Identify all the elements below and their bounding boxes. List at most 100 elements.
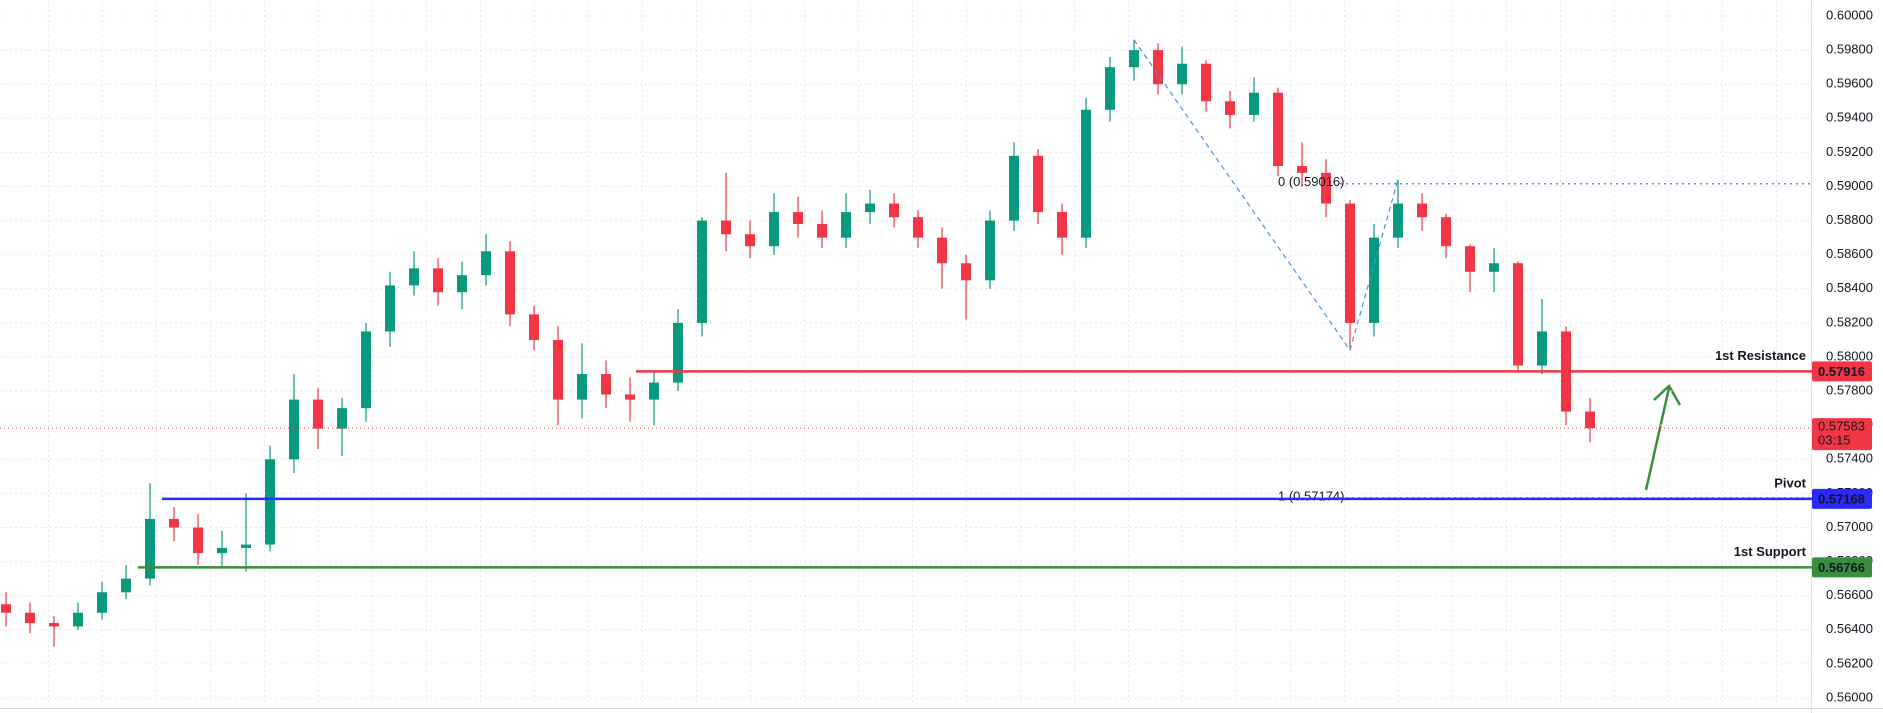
candle-body: [1513, 263, 1523, 366]
fib-trend-line: [1133, 39, 1399, 352]
candle-body: [193, 527, 203, 554]
candle-body: [649, 382, 659, 400]
candle-body: [457, 275, 467, 293]
level-value: 0.57916: [1818, 364, 1865, 379]
candle-body: [1009, 155, 1019, 221]
candle-body: [265, 459, 275, 545]
candle-body: [217, 547, 227, 554]
candle-body: [1273, 92, 1283, 167]
level-value: 0.56766: [1818, 560, 1865, 575]
y-tick-label: 0.56400: [1826, 621, 1873, 636]
candle-body: [1225, 101, 1235, 115]
candle-body: [1441, 217, 1451, 247]
candle-body: [1321, 172, 1331, 204]
candle-body: [49, 622, 59, 627]
level-badge: [1812, 557, 1872, 578]
y-tick-label: 0.59600: [1826, 76, 1873, 91]
candle-body: [241, 544, 251, 548]
candle-body: [433, 268, 443, 293]
y-tick-label: 0.60000: [1826, 7, 1873, 22]
candle-body: [73, 612, 83, 627]
candle-body: [793, 212, 803, 225]
y-tick-label: 0.58800: [1826, 212, 1873, 227]
candle-body: [1393, 203, 1403, 238]
candle-body: [1201, 63, 1211, 102]
candle-body: [529, 314, 539, 340]
candle-body: [1369, 237, 1379, 323]
candle-body: [985, 220, 995, 281]
y-tick-label: 0.57400: [1826, 451, 1873, 466]
candle-body: [505, 251, 515, 315]
candle-body: [289, 399, 299, 460]
candle-body: [121, 578, 131, 593]
last-price-label: 0.57583: [1818, 419, 1865, 434]
y-tick-label: 0.57000: [1826, 519, 1873, 534]
candle-body: [889, 203, 899, 218]
candle-body: [313, 399, 323, 429]
level-badge: [1812, 488, 1872, 509]
y-tick-label: 0.58000: [1826, 348, 1873, 363]
arrow: [1644, 384, 1682, 491]
candle-body: [745, 234, 755, 247]
candle-body: [1033, 155, 1043, 213]
candle-body: [1489, 263, 1499, 272]
y-tick-label: 0.58600: [1826, 246, 1873, 261]
y-tick-label: 0.59000: [1826, 178, 1873, 193]
y-tick-label: 0.57800: [1826, 383, 1873, 398]
candle-body: [1345, 203, 1355, 323]
y-tick-label: 0.59800: [1826, 42, 1873, 57]
candle-body: [913, 217, 923, 238]
level-value: 0.57168: [1818, 491, 1865, 506]
candle-body: [1417, 203, 1427, 218]
candle-body: [409, 268, 419, 286]
candle-body: [1465, 246, 1475, 272]
candle-body: [721, 220, 731, 235]
candle-body: [553, 339, 563, 400]
candle-body: [145, 518, 155, 579]
candle-body: [841, 212, 851, 238]
candle-body: [1177, 63, 1187, 85]
y-tick-label: 0.58200: [1826, 314, 1873, 329]
candle-body: [961, 263, 971, 281]
candle-body: [1057, 212, 1067, 238]
level-name: Pivot: [1774, 475, 1806, 490]
candle-body: [1249, 92, 1259, 115]
level-name: 1st Support: [1734, 544, 1807, 559]
candle-body: [1105, 67, 1115, 110]
y-tick-label: 0.56200: [1826, 655, 1873, 670]
candle-body: [817, 224, 827, 238]
y-tick-label: 0.56000: [1826, 689, 1873, 704]
y-tick-label: 0.56600: [1826, 587, 1873, 602]
candle-body: [673, 322, 683, 383]
fib-level-label: 0 (0.59016): [1278, 174, 1345, 189]
candle-body: [1, 604, 11, 613]
candle-body: [481, 251, 491, 276]
candle-body: [769, 212, 779, 247]
y-tick-label: 0.59400: [1826, 110, 1873, 125]
candle-body: [865, 203, 875, 213]
candle-body: [385, 285, 395, 332]
fib-level-label: 1 (0.57174): [1278, 488, 1345, 503]
candle-body: [25, 612, 35, 623]
candle-body: [1129, 50, 1139, 68]
countdown-label: 03:15: [1818, 433, 1851, 448]
candle-body: [601, 374, 611, 395]
candle-body: [625, 394, 635, 400]
y-tick-label: 0.58400: [1826, 280, 1873, 295]
y-tick-label: 0.59200: [1826, 144, 1873, 159]
candle-body: [97, 592, 107, 613]
level-name: 1st Resistance: [1715, 348, 1806, 363]
candle-body: [337, 408, 347, 429]
candle-body: [1153, 50, 1163, 85]
candle-body: [1537, 331, 1547, 366]
candle-body: [1081, 109, 1091, 238]
candle-body: [1297, 166, 1307, 173]
candle-body: [361, 331, 371, 409]
candle-body: [577, 374, 587, 400]
level-badge: [1812, 361, 1872, 382]
candle-body: [937, 237, 947, 264]
candle-body: [169, 518, 179, 528]
vertical-grid: [0, 0, 1800, 706]
last-price-badge: [1812, 418, 1872, 451]
